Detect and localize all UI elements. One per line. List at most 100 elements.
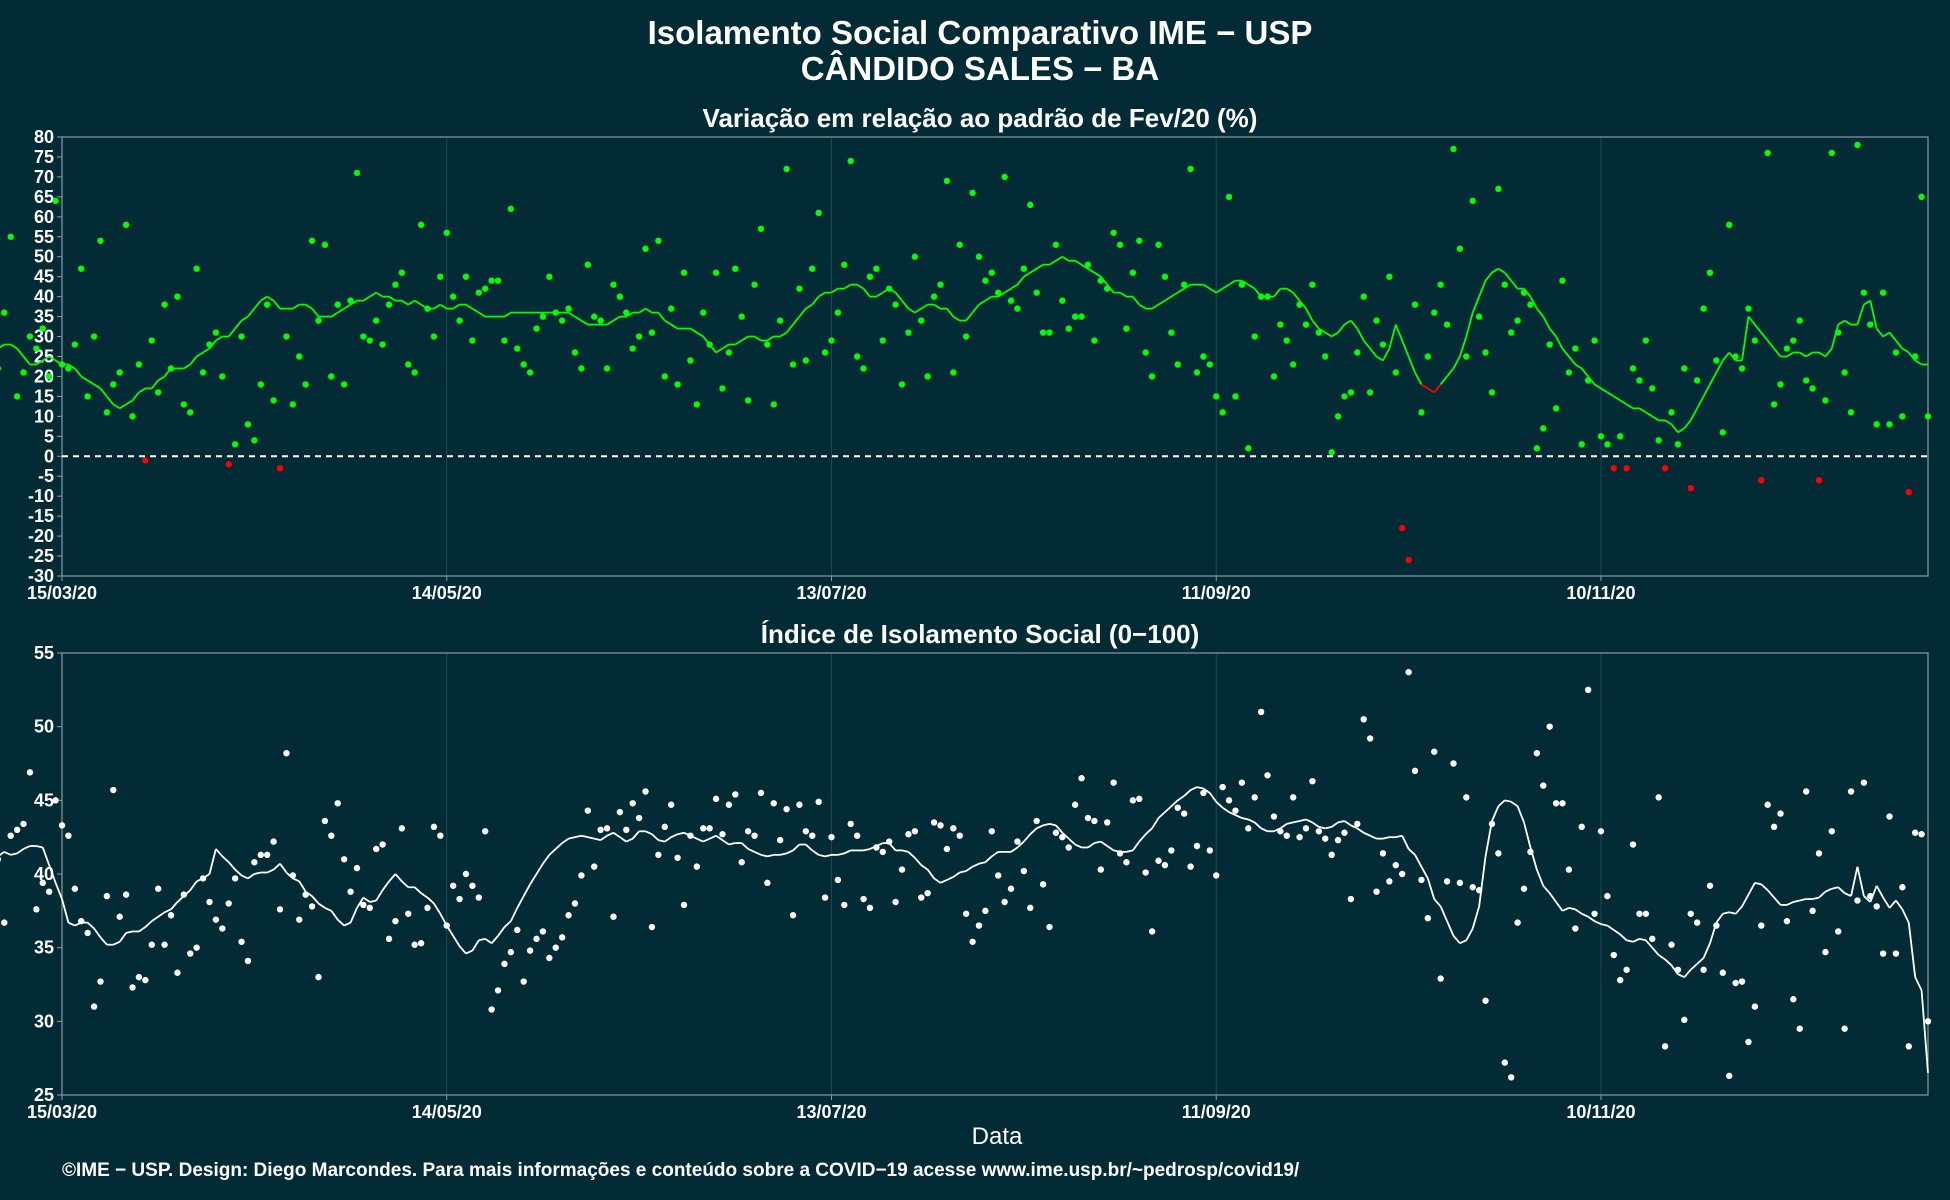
index-trend-segment	[433, 902, 442, 915]
index-data-point	[1270, 813, 1278, 820]
variation-data-point	[1495, 185, 1502, 193]
variation-trend-segment	[894, 292, 903, 302]
variation-data-point	[1629, 365, 1637, 372]
variation-data-point	[783, 165, 790, 173]
index-data-point	[206, 898, 213, 906]
index-data-point	[251, 859, 258, 866]
variation-data-point	[853, 353, 861, 360]
variation-data-point	[1411, 301, 1419, 308]
footer-credit: ©IME − USP. Design: Diego Marcondes. Par…	[62, 1160, 1300, 1181]
variation-trend-segment	[1202, 283, 1211, 290]
index-data-point	[937, 822, 944, 829]
index-data-point	[142, 976, 149, 984]
variation-trend-segment	[734, 339, 743, 346]
variation-data-point	[1245, 445, 1252, 452]
variation-data-point	[1078, 313, 1085, 320]
index-data-point	[1354, 820, 1361, 828]
index-trend-segment	[465, 949, 473, 955]
variation-y-tick-label: 0	[44, 446, 54, 466]
index-trend-segment	[709, 834, 717, 840]
variation-trend-segment	[1061, 255, 1070, 262]
variation-trend-segment	[1683, 419, 1692, 429]
index-data-point	[802, 828, 810, 835]
index-data-point	[879, 848, 886, 856]
variation-trend-segment	[1478, 280, 1487, 297]
index-data-point	[1283, 832, 1290, 839]
variation-trend-segment	[1888, 331, 1897, 342]
variation-data-point	[1148, 373, 1156, 380]
variation-trend-segment	[1394, 324, 1404, 341]
index-trend-segment	[1510, 801, 1519, 807]
index-trend-segment	[247, 873, 255, 880]
variation-trend-segment	[1754, 324, 1762, 334]
variation-data-point	[1604, 441, 1611, 448]
index-trend-segment	[458, 945, 467, 955]
index-data-point	[1052, 829, 1060, 836]
variation-trend-segment	[1081, 263, 1089, 270]
index-data-point	[1501, 1059, 1508, 1066]
variation-trend-segment	[1273, 288, 1282, 298]
index-data-point	[488, 1006, 495, 1013]
variation-trend-segment	[260, 295, 268, 302]
index-data-point	[257, 851, 264, 859]
variation-trend-segment	[1164, 295, 1172, 302]
index-trend-segment	[972, 862, 980, 868]
index-data-point	[430, 823, 438, 831]
index-data-point	[122, 891, 130, 898]
variation-data-point	[1174, 361, 1181, 368]
variation-y-tick-label: 75	[34, 147, 54, 167]
variation-data-point	[1065, 325, 1072, 332]
variation-trend-segment	[657, 312, 666, 322]
variation-data-point	[578, 365, 585, 372]
index-trend-segment	[1325, 825, 1332, 830]
index-data-point	[905, 831, 912, 838]
index-trend-segment	[843, 849, 852, 855]
index-trend-segment	[625, 837, 634, 843]
variation-data-point	[943, 177, 951, 185]
variation-data-point	[430, 333, 438, 340]
index-data-point	[546, 954, 553, 962]
index-trend-segment	[1061, 832, 1070, 840]
index-data-point	[1495, 850, 1502, 857]
variation-trend-segment	[1183, 283, 1192, 290]
index-trend-segment	[196, 877, 204, 883]
variation-trend-segment	[1100, 276, 1108, 286]
index-trend-segment	[959, 870, 967, 874]
index-data-point	[1020, 867, 1028, 875]
variation-trend-segment	[1177, 287, 1185, 294]
variation-data-point	[161, 301, 168, 308]
variation-data-point	[449, 293, 457, 300]
variation-data-point	[135, 361, 143, 368]
variation-data-point	[212, 329, 220, 336]
variation-trend-segment	[638, 307, 647, 314]
variation-data-point	[129, 413, 136, 420]
index-trend-segment	[606, 831, 614, 837]
index-data-point	[116, 913, 123, 920]
index-data-point	[1655, 794, 1662, 801]
index-data-point	[1027, 904, 1034, 912]
variation-data-point	[482, 285, 489, 292]
variation-trend-segment	[1824, 347, 1833, 358]
variation-data-point	[1366, 389, 1374, 396]
variation-data-point	[1328, 449, 1335, 456]
index-trend-segment	[1126, 849, 1134, 853]
index-data-point	[1777, 810, 1784, 817]
index-trend-segment	[1568, 907, 1576, 911]
index-data-point	[1552, 800, 1560, 807]
index-data-point	[623, 826, 630, 833]
index-data-point	[174, 969, 181, 976]
variation-trend-segment	[1407, 356, 1416, 373]
index-data-point	[1168, 847, 1175, 854]
index-trend-segment	[965, 865, 974, 872]
index-trend-segment	[381, 880, 390, 891]
variation-y-tick-label: -5	[38, 466, 54, 486]
index-data-point	[520, 978, 527, 985]
variation-data-point	[591, 313, 598, 320]
variation-data-point	[674, 381, 681, 388]
index-trend-segment	[914, 857, 922, 866]
index-data-point	[911, 828, 919, 835]
variation-data-point	[187, 409, 194, 416]
index-trend-segment	[1651, 947, 1660, 956]
variation-data-point	[1334, 413, 1342, 420]
index-data-point	[629, 800, 636, 807]
